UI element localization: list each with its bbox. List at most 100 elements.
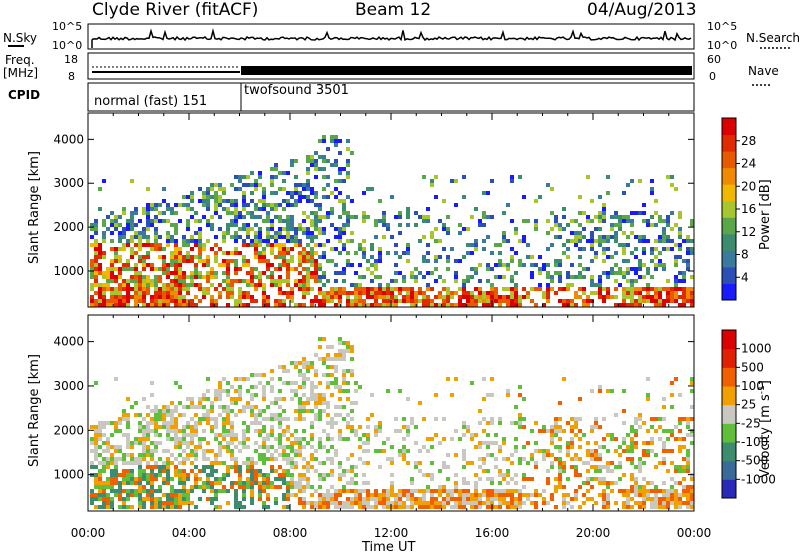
velocity-cell: [90, 425, 94, 429]
power-cell: [414, 291, 418, 295]
velocity-cell: [446, 493, 450, 497]
velocity-cell: [118, 473, 122, 477]
power-cell: [378, 255, 382, 259]
velocity-cell: [430, 445, 434, 449]
velocity-cell: [682, 489, 686, 493]
power-cell: [614, 235, 618, 239]
velocity-cell: [142, 477, 146, 481]
velocity-cell: [498, 445, 502, 449]
noise-left-tick-low: 10^0: [52, 39, 82, 52]
power-cell: [294, 191, 298, 195]
power-cell: [230, 251, 234, 255]
velocity-cell: [278, 465, 282, 469]
velocity-cell: [354, 433, 358, 437]
velocity-cell: [210, 465, 214, 469]
velocity-cell: [134, 461, 138, 465]
velocity-cell: [282, 417, 286, 421]
velocity-cell: [134, 493, 138, 497]
velocity-cell: [130, 481, 134, 485]
power-cell: [518, 295, 522, 299]
power-cell: [346, 211, 350, 215]
velocity-cell: [230, 421, 234, 425]
power-cell: [134, 243, 138, 247]
power-cell: [214, 303, 218, 307]
velocity-cell: [126, 433, 130, 437]
velocity-cell: [466, 489, 470, 493]
power-cell: [150, 279, 154, 283]
velocity-cell: [486, 489, 490, 493]
power-cell: [254, 299, 258, 303]
velocity-cell: [130, 457, 134, 461]
power-cell: [350, 303, 354, 307]
velocity-cell: [646, 441, 650, 445]
power-cell: [266, 215, 270, 219]
power-cell: [118, 267, 122, 271]
power-cell: [182, 203, 186, 207]
power-cell: [630, 283, 634, 287]
velocity-cell: [146, 449, 150, 453]
power-cell: [634, 279, 638, 283]
power-cell: [366, 303, 370, 307]
power-cell: [354, 271, 358, 275]
velocity-cell: [494, 465, 498, 469]
power-cell: [678, 215, 682, 219]
velocity-cell: [514, 505, 518, 509]
velocity-cell: [590, 449, 594, 453]
power-cell: [406, 243, 410, 247]
power-cell: [122, 283, 126, 287]
velocity-cell: [230, 465, 234, 469]
power-cell: [166, 283, 170, 287]
velocity-colorbar-tick-label: 25: [741, 398, 756, 412]
velocity-cell: [486, 505, 490, 509]
velocity-cell: [662, 445, 666, 449]
velocity-cell: [690, 433, 694, 437]
velocity-cell: [306, 397, 310, 401]
velocity-cell: [454, 453, 458, 457]
velocity-cell: [522, 477, 526, 481]
velocity-cell: [606, 481, 610, 485]
power-cell: [298, 303, 302, 307]
power-cell: [234, 211, 238, 215]
velocity-cell: [106, 465, 110, 469]
velocity-cell: [410, 493, 414, 497]
velocity-cell: [150, 453, 154, 457]
velocity-cell: [502, 489, 506, 493]
velocity-cell: [294, 381, 298, 385]
power-cell: [146, 203, 150, 207]
velocity-cell: [598, 453, 602, 457]
power-cell: [90, 299, 94, 303]
velocity-cell: [182, 449, 186, 453]
power-cell: [378, 295, 382, 299]
velocity-cell: [142, 425, 146, 429]
power-cell: [166, 207, 170, 211]
velocity-cell: [430, 493, 434, 497]
power-cell: [358, 247, 362, 251]
velocity-cell: [154, 473, 158, 477]
power-cell: [546, 263, 550, 267]
velocity-cell: [534, 441, 538, 445]
velocity-cell: [346, 381, 350, 385]
power-cell: [490, 267, 494, 271]
velocity-cell: [246, 481, 250, 485]
power-cell: [470, 215, 474, 219]
velocity-cell: [590, 497, 594, 501]
power-cell: [162, 287, 166, 291]
power-cell: [98, 291, 102, 295]
power-cell: [118, 291, 122, 295]
velocity-cell: [370, 493, 374, 497]
power-cell: [678, 211, 682, 215]
velocity-cell: [198, 485, 202, 489]
power-cell: [110, 267, 114, 271]
velocity-cell: [478, 457, 482, 461]
power-cell: [290, 219, 294, 223]
power-cell: [650, 251, 654, 255]
power-cell: [310, 159, 314, 163]
velocity-cell: [410, 501, 414, 505]
power-cell: [318, 303, 322, 307]
velocity-cell: [466, 461, 470, 465]
power-cell: [170, 283, 174, 287]
velocity-cell: [674, 501, 678, 505]
velocity-cell: [658, 461, 662, 465]
velocity-cell: [310, 425, 314, 429]
